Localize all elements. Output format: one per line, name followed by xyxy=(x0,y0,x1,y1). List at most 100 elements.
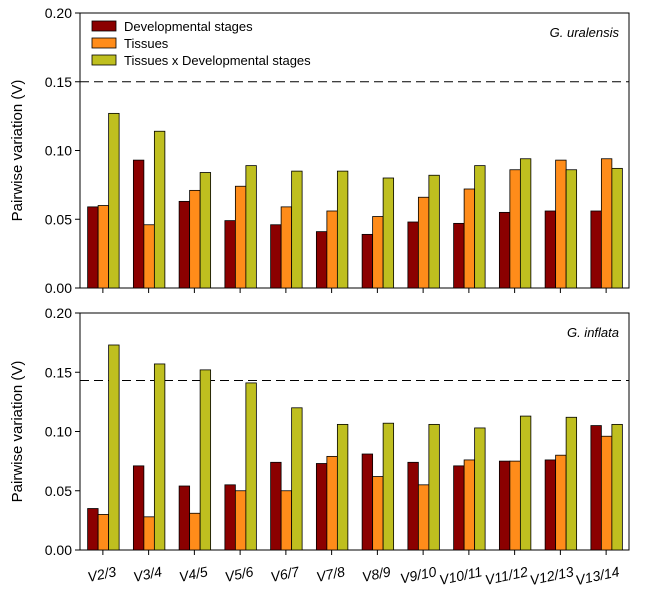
bar xyxy=(87,508,99,551)
bar xyxy=(97,205,110,289)
bar xyxy=(153,363,166,551)
y-tick-label: 0.15 xyxy=(45,74,72,90)
x-category-label: V10/11 xyxy=(438,563,484,585)
x-category-label: V5/6 xyxy=(223,563,255,585)
y-tick-label: 0.05 xyxy=(45,211,72,227)
bar xyxy=(315,463,328,551)
bar xyxy=(245,165,257,289)
bar xyxy=(565,169,578,289)
bar xyxy=(407,221,419,289)
bar xyxy=(611,423,623,551)
bar xyxy=(326,210,338,289)
bar xyxy=(143,224,155,289)
bar xyxy=(178,485,191,551)
y-tick-label: 0.20 xyxy=(45,305,72,321)
x-category-label: V2/3 xyxy=(86,563,118,585)
legend-swatch xyxy=(91,54,117,66)
bar xyxy=(509,460,521,551)
bar xyxy=(372,476,384,551)
bar xyxy=(519,158,532,289)
x-category-label: V8/9 xyxy=(360,563,392,585)
bar xyxy=(590,210,602,289)
legend-label: Tissues x Developmental stages xyxy=(124,53,311,68)
bar xyxy=(336,170,349,289)
y-tick-label: 0.00 xyxy=(45,542,72,558)
bar xyxy=(108,344,120,551)
bar xyxy=(417,196,430,289)
bar xyxy=(590,425,602,551)
bar xyxy=(453,222,465,289)
x-category-label: V7/8 xyxy=(315,563,347,585)
bar xyxy=(463,188,476,289)
bar xyxy=(189,512,201,551)
bar xyxy=(453,465,465,551)
bar xyxy=(291,407,303,551)
y-tick-label: 0.05 xyxy=(45,483,72,499)
bar xyxy=(224,220,236,289)
y-tick-label: 0.10 xyxy=(45,424,72,440)
species-label: G. uralensis xyxy=(550,25,620,40)
legend-swatch xyxy=(91,20,117,32)
bar xyxy=(189,189,201,289)
bar xyxy=(544,459,557,551)
bar xyxy=(555,454,567,551)
bar xyxy=(315,231,328,289)
x-category-label: V13/14 xyxy=(574,563,621,585)
x-category-label: V11/12 xyxy=(484,563,530,585)
bar xyxy=(280,490,293,551)
bar xyxy=(291,170,303,289)
x-category-label: V6/7 xyxy=(269,563,302,585)
bar xyxy=(108,112,120,289)
bar xyxy=(372,216,384,289)
bar xyxy=(544,210,557,289)
bar xyxy=(509,169,521,289)
bar xyxy=(132,159,145,289)
bar xyxy=(143,516,155,551)
bar xyxy=(132,465,145,551)
x-category-label: V9/10 xyxy=(399,563,438,585)
legend-swatch xyxy=(91,37,117,49)
bar xyxy=(407,461,419,551)
bar xyxy=(555,159,567,289)
bar xyxy=(382,177,395,289)
bar xyxy=(326,455,338,551)
bar xyxy=(417,484,430,551)
bar xyxy=(234,185,247,289)
bar xyxy=(600,435,613,551)
y-axis-title: Pairwise variation (V) xyxy=(9,80,26,222)
bar xyxy=(224,484,236,551)
x-category-label: V12/13 xyxy=(528,563,575,585)
bar xyxy=(199,172,212,289)
bar xyxy=(153,130,166,289)
bar xyxy=(611,167,623,289)
y-axis-title: Pairwise variation (V) xyxy=(9,361,26,503)
y-tick-label: 0.15 xyxy=(45,364,72,380)
bar xyxy=(178,200,191,289)
bar xyxy=(382,422,395,551)
bar xyxy=(463,459,476,551)
bar xyxy=(600,158,613,289)
bar xyxy=(428,423,440,551)
bar xyxy=(474,427,486,551)
bar xyxy=(270,224,282,289)
bar xyxy=(361,453,374,551)
bar xyxy=(97,514,110,551)
bar xyxy=(336,423,349,551)
bar xyxy=(565,416,578,551)
x-category-label: V3/4 xyxy=(132,563,164,585)
legend-label: Developmental stages xyxy=(124,19,253,34)
species-label: G. inflata xyxy=(567,325,619,340)
bar xyxy=(87,206,99,289)
legend-label: Tissues xyxy=(124,36,169,51)
bar xyxy=(234,490,247,551)
bar xyxy=(498,211,511,289)
y-tick-label: 0.10 xyxy=(45,143,72,159)
bar xyxy=(270,461,282,551)
bar xyxy=(280,206,293,289)
x-category-label: V4/5 xyxy=(177,563,209,585)
bar xyxy=(428,174,440,289)
y-tick-label: 0.00 xyxy=(45,280,72,296)
bar xyxy=(498,460,511,551)
